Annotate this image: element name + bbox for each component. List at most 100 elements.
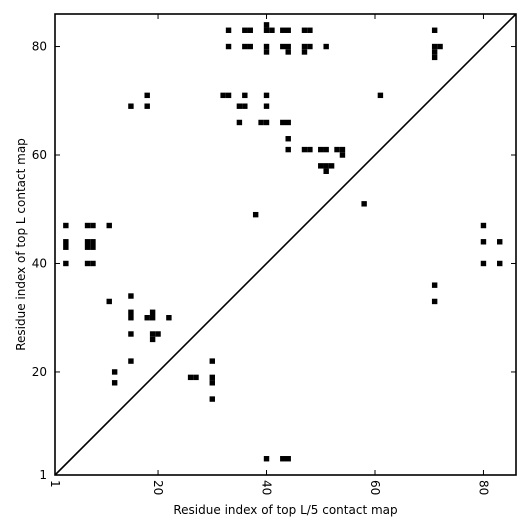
contact-point [63, 260, 69, 267]
contact-point [242, 92, 248, 99]
contact-point [285, 456, 291, 462]
contact-point [431, 49, 438, 55]
contact-point [339, 146, 346, 153]
contact-point [128, 293, 134, 299]
contact-point [166, 315, 172, 321]
contact-point [63, 244, 69, 250]
contact-point [280, 43, 286, 50]
contact-point [285, 49, 291, 55]
contact-point [285, 146, 291, 153]
contact-point [263, 22, 270, 28]
contact-point [431, 43, 438, 50]
contact-point [220, 92, 226, 99]
contact-point [247, 27, 253, 33]
contact-point [209, 358, 215, 364]
y-tick-label: 40 [32, 256, 47, 270]
contact-point [263, 92, 270, 99]
contact-point [285, 119, 291, 126]
contact-point [328, 163, 335, 169]
contact-point [242, 103, 248, 109]
contact-point [128, 358, 134, 364]
contact-point [144, 92, 150, 99]
x-axis-label: Residue index of top L/5 contact map [173, 503, 397, 517]
contact-point [431, 282, 438, 288]
contact-point [480, 260, 487, 267]
contact-point [90, 239, 96, 245]
contact-point [149, 309, 156, 315]
contact-point [225, 27, 232, 33]
contact-point [155, 331, 161, 337]
contact-point [280, 27, 286, 33]
contact-point [84, 222, 91, 229]
contact-point [84, 244, 91, 250]
contact-point [263, 119, 270, 126]
contact-point [128, 315, 134, 321]
contact-point [318, 163, 324, 169]
contact-point [149, 315, 156, 321]
contact-point [63, 222, 69, 229]
contact-point [252, 211, 259, 218]
contact-point [144, 103, 150, 109]
contact-point [285, 136, 291, 142]
contact-point [431, 27, 438, 33]
contact-point [193, 374, 199, 381]
plot-frame [54, 13, 517, 476]
contact-point [269, 27, 275, 33]
contact-point [323, 168, 329, 174]
x-tick-label: 20 [151, 480, 165, 495]
x-tick-label: 1 [48, 480, 62, 488]
contact-point [111, 369, 118, 375]
contact-point [258, 119, 264, 126]
contact-point [263, 103, 270, 109]
contact-point [84, 239, 91, 245]
contact-point [323, 163, 329, 169]
contact-point [242, 27, 248, 33]
contact-point [307, 27, 313, 33]
y-tick-label: 1 [39, 468, 47, 482]
contact-point [111, 380, 118, 386]
contact-point [263, 27, 270, 33]
contact-point [225, 43, 232, 50]
y-tick-label: 80 [32, 40, 47, 54]
x-tick-label: 40 [260, 480, 274, 495]
contact-point [431, 54, 438, 61]
contact-point [280, 456, 286, 462]
contact-point [84, 260, 91, 267]
contact-point [480, 222, 487, 229]
contact-point [63, 239, 69, 245]
contact-point [263, 43, 270, 50]
contact-point [301, 49, 308, 55]
contact-point [236, 119, 243, 126]
y-axis-label: Residue index of top L contact map [14, 138, 28, 351]
contact-point [323, 146, 329, 153]
contact-point [301, 27, 308, 33]
contact-point [437, 43, 443, 50]
contact-point [187, 374, 194, 381]
contact-point [318, 146, 324, 153]
contact-point [90, 222, 96, 229]
contact-point [144, 315, 150, 321]
contact-point [301, 43, 308, 50]
contact-point [128, 309, 134, 315]
contact-point [128, 331, 134, 337]
contact-point [242, 43, 248, 50]
contact-point [149, 331, 156, 337]
contact-point [106, 222, 112, 229]
contact-point [225, 92, 232, 99]
contact-point [90, 244, 96, 250]
contact-point [285, 43, 291, 50]
contact-point [497, 239, 503, 245]
contact-point [334, 146, 340, 153]
diagonal-line [54, 13, 517, 476]
contact-point [339, 152, 346, 158]
contact-point [307, 43, 313, 50]
y-axis-ticks: 1 20 40 60 80 [32, 40, 516, 482]
contact-point [497, 260, 503, 267]
contact-point [307, 146, 313, 153]
contact-point [431, 298, 438, 305]
contact-point [285, 27, 291, 33]
x-tick-label: 60 [368, 480, 382, 495]
contact-point [236, 103, 243, 109]
x-axis-ticks: 1 20 40 60 80 [48, 14, 490, 495]
